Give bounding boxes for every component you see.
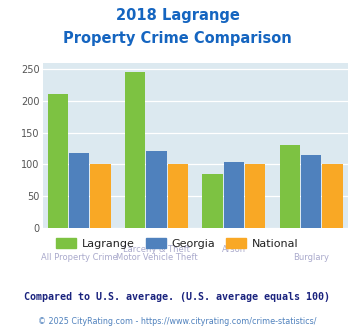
Text: Arson: Arson xyxy=(222,246,246,254)
Text: 2018 Lagrange: 2018 Lagrange xyxy=(116,8,239,23)
Text: Larceny & Theft: Larceny & Theft xyxy=(123,246,190,254)
Text: Motor Vehicle Theft: Motor Vehicle Theft xyxy=(116,253,197,262)
Legend: Lagrange, Georgia, National: Lagrange, Georgia, National xyxy=(52,234,303,253)
Bar xyxy=(301,155,321,228)
Bar xyxy=(48,94,68,228)
Text: Property Crime Comparison: Property Crime Comparison xyxy=(63,31,292,46)
Bar xyxy=(69,153,89,228)
Bar xyxy=(168,164,188,228)
Bar xyxy=(202,174,223,228)
Bar xyxy=(147,151,167,228)
Bar xyxy=(322,164,343,228)
Bar xyxy=(224,162,244,228)
Text: All Property Crime: All Property Crime xyxy=(41,253,118,262)
Bar xyxy=(91,164,111,228)
Text: Burglary: Burglary xyxy=(293,253,329,262)
Text: Compared to U.S. average. (U.S. average equals 100): Compared to U.S. average. (U.S. average … xyxy=(24,292,331,302)
Bar xyxy=(280,145,300,228)
Text: © 2025 CityRating.com - https://www.cityrating.com/crime-statistics/: © 2025 CityRating.com - https://www.city… xyxy=(38,317,317,326)
Bar xyxy=(125,72,146,228)
Bar xyxy=(245,164,265,228)
